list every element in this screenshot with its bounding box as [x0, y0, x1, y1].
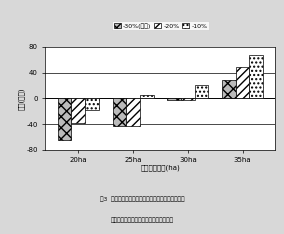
Bar: [167, 98, 181, 100]
Bar: [72, 98, 85, 123]
Bar: [249, 55, 263, 98]
Legend: -30%(現状), -20%, -10%: -30%(現状), -20%, -10%: [112, 21, 209, 30]
Bar: [222, 80, 236, 98]
Text: 体系と直播一貫体系の所得差の試算結果: 体系と直播一貫体系の所得差の試算結果: [110, 218, 174, 223]
Text: 図3  直播栽培の減収率の違いによる移植・機械収穫: 図3 直播栽培の減収率の違いによる移植・機械収穫: [100, 197, 184, 202]
Bar: [181, 98, 195, 100]
Y-axis label: 差額(万円): 差額(万円): [18, 87, 25, 110]
Bar: [195, 85, 208, 98]
Bar: [236, 67, 249, 98]
Bar: [140, 95, 154, 98]
Bar: [112, 98, 126, 126]
X-axis label: 経営耕地面積(ha): 経営耕地面積(ha): [141, 165, 180, 171]
Bar: [126, 98, 140, 126]
Bar: [58, 98, 72, 140]
Bar: [85, 98, 99, 110]
